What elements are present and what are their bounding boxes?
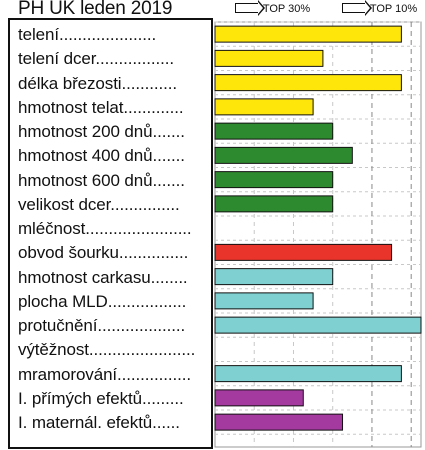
- legend-top-30-label: TOP 30%: [262, 3, 311, 15]
- bar: [214, 365, 402, 383]
- category-label: délka březosti............: [18, 73, 177, 93]
- arrow-right-icon: [342, 0, 372, 16]
- bar: [214, 292, 314, 310]
- bar: [214, 122, 334, 140]
- category-label: telení.....................: [18, 25, 157, 44]
- category-label: hmotnost 200 dnů.......: [18, 122, 185, 141]
- category-label: mléčnost.......................: [18, 219, 192, 238]
- bar: [214, 49, 324, 67]
- bar: [214, 268, 334, 286]
- category-label: I. přímých efektů.........: [18, 388, 184, 408]
- legend-top-10-label: TOP 10%: [369, 3, 418, 15]
- bar: [214, 146, 353, 164]
- bar: [214, 389, 304, 407]
- bar: [214, 25, 402, 43]
- bar: [214, 74, 402, 92]
- legend-top-10: TOP 10%: [342, 0, 418, 16]
- bar: [214, 413, 344, 431]
- category-label: telení dcer.................: [18, 49, 174, 69]
- bar: [214, 316, 422, 334]
- arrow-right-icon: [235, 0, 265, 16]
- category-label: hmotnost telat.............: [18, 97, 184, 117]
- category-label: plocha MLD.................: [18, 291, 187, 311]
- legend-top-30: TOP 30%: [235, 0, 311, 16]
- category-label: hmotnost 400 dnů.......: [18, 146, 185, 166]
- category-label: protučnění...................: [18, 316, 186, 335]
- bar: [214, 195, 334, 213]
- category-label: hmotnost 600 dnů.......: [18, 170, 185, 190]
- bar: [214, 171, 334, 189]
- category-label: obvod šourku...............: [18, 243, 189, 263]
- category-label: velikost dcer...............: [18, 194, 180, 214]
- label-panel: [8, 18, 213, 449]
- category-label: hmotnost carkasu........: [18, 267, 188, 287]
- category-label: I. maternál. efektů......: [18, 413, 180, 432]
- category-label: mramorování................: [18, 364, 192, 384]
- chart-title: PH UK leden 2019: [18, 0, 173, 19]
- bar: [214, 98, 314, 116]
- category-label: výtěžnost.......................: [18, 340, 196, 360]
- bar: [214, 243, 393, 261]
